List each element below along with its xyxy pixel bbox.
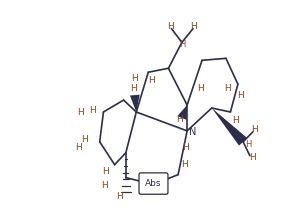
Text: H: H xyxy=(130,84,137,93)
Text: H: H xyxy=(181,160,187,169)
Text: N: N xyxy=(189,127,196,137)
Text: Abs: Abs xyxy=(145,179,162,188)
Text: H: H xyxy=(89,106,96,114)
Text: H: H xyxy=(176,115,183,125)
FancyBboxPatch shape xyxy=(139,173,168,194)
Text: H: H xyxy=(102,181,108,190)
Text: H: H xyxy=(238,90,244,100)
Text: H: H xyxy=(102,167,109,176)
Polygon shape xyxy=(177,105,187,120)
Text: H: H xyxy=(182,143,189,152)
Text: H: H xyxy=(179,40,185,49)
Text: H: H xyxy=(249,153,255,162)
Text: H: H xyxy=(224,84,231,93)
Text: H: H xyxy=(167,22,174,31)
Text: H: H xyxy=(77,108,84,118)
Text: H: H xyxy=(245,140,252,149)
Polygon shape xyxy=(130,95,140,112)
Text: H: H xyxy=(190,22,196,31)
Text: H: H xyxy=(232,116,239,125)
Text: H: H xyxy=(131,74,138,83)
Text: H: H xyxy=(197,84,204,93)
Text: H: H xyxy=(117,192,123,201)
Text: H: H xyxy=(75,143,81,152)
Text: H: H xyxy=(251,125,258,134)
Polygon shape xyxy=(212,108,247,146)
Text: H: H xyxy=(81,135,87,144)
Text: H: H xyxy=(148,76,155,85)
